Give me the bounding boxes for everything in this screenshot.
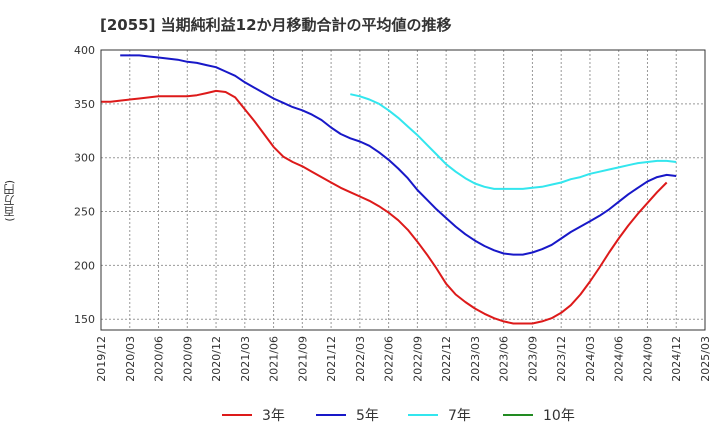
x-tick-label: 2020/09 xyxy=(181,336,194,382)
x-tick-label: 2025/03 xyxy=(699,336,712,382)
series-line-7年 xyxy=(350,93,677,190)
x-tick-label: 2020/12 xyxy=(210,336,223,382)
x-tick-label: 2021/12 xyxy=(325,336,338,382)
y-tick-label: 400 xyxy=(74,44,95,57)
x-tick-label: 2019/12 xyxy=(95,336,108,382)
x-tick-label: 2023/12 xyxy=(555,336,568,382)
legend-label: 3年 xyxy=(262,408,285,424)
y-tick-label: 200 xyxy=(74,259,95,272)
legend: 3年 5年 7年 10年 xyxy=(0,404,720,426)
legend-item-10年: 10年 xyxy=(503,404,575,426)
x-tick-label: 2022/09 xyxy=(411,336,424,382)
plot-frame xyxy=(100,49,706,331)
legend-item-7年: 7年 xyxy=(408,404,471,426)
legend-label: 7年 xyxy=(448,408,471,424)
x-tick-label: 2022/06 xyxy=(383,336,396,382)
y-tick-label: 150 xyxy=(74,313,95,326)
x-tick-label: 2023/09 xyxy=(526,336,539,382)
legend-swatch xyxy=(316,414,346,416)
legend-swatch xyxy=(408,414,438,416)
x-tick-label: 2020/03 xyxy=(124,336,137,382)
x-tick-label: 2020/06 xyxy=(153,336,166,382)
legend-label: 5年 xyxy=(356,408,379,424)
plot-background xyxy=(101,50,705,330)
series-line-5年 xyxy=(120,54,677,256)
x-tick-label: 2021/06 xyxy=(268,336,281,382)
legend-swatch xyxy=(222,414,252,416)
chart-title: [2055] 当期純利益12か月移動合計の平均値の推移 xyxy=(100,16,452,34)
legend-swatch xyxy=(503,414,533,416)
x-tick-label: 2023/03 xyxy=(469,336,482,382)
x-tick-label: 2024/06 xyxy=(613,336,626,382)
x-tick-label: 2021/09 xyxy=(296,336,309,382)
y-tick-label: 350 xyxy=(74,98,95,111)
legend-item-5年: 5年 xyxy=(316,404,379,426)
x-tick-label: 2023/06 xyxy=(498,336,511,382)
x-tick-label: 2022/12 xyxy=(440,336,453,382)
series-line-3年 xyxy=(101,89,668,325)
x-tick-label: 2021/03 xyxy=(239,336,252,382)
y-tick-label: 300 xyxy=(74,152,95,165)
x-tick-label: 2024/09 xyxy=(641,336,654,382)
x-tick-label: 2024/03 xyxy=(584,336,597,382)
x-tick-label: 2022/03 xyxy=(354,336,367,382)
legend-item-3年: 3年 xyxy=(222,404,285,426)
y-tick-label: 250 xyxy=(74,206,95,219)
legend-label: 10年 xyxy=(543,408,575,424)
x-tick-label: 2024/12 xyxy=(670,336,683,382)
